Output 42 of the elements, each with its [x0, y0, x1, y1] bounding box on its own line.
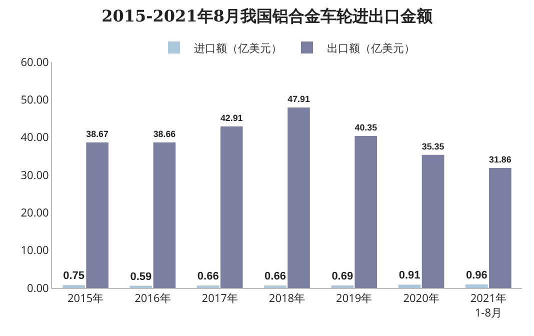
bar — [220, 126, 243, 288]
bar — [62, 285, 85, 288]
x-tick-label: 2015年 — [67, 291, 104, 306]
data-label: 0.69 — [332, 270, 354, 282]
data-label: 38.67 — [86, 128, 109, 139]
y-tick-label: 40.00 — [20, 130, 49, 146]
data-label: 0.66 — [197, 270, 219, 283]
y-tick-label: 10.00 — [20, 243, 49, 258]
data-label: 0.91 — [398, 270, 420, 282]
bar — [153, 142, 176, 288]
legend-label: 出口额（亿美元） — [327, 40, 415, 56]
y-tick-label: 60.00 — [20, 54, 49, 70]
data-label: 31.86 — [489, 154, 512, 165]
data-label: 0.59 — [130, 270, 152, 283]
bar — [489, 168, 512, 288]
bar — [398, 284, 421, 288]
data-label: 42.91 — [220, 112, 243, 123]
chart-title: 2015-2021年8月我国铝合金车轮进出口金额 — [102, 6, 434, 26]
x-tick-label: 2020年 — [403, 291, 440, 306]
bar — [331, 285, 354, 288]
x-tick-label: 2016年 — [134, 291, 171, 306]
x-tick-label: 2017年 — [202, 291, 238, 306]
x-tick-label: 2021年 1-8月 — [470, 291, 507, 320]
data-label: 0.96 — [466, 269, 488, 282]
data-label: 40.35 — [354, 122, 378, 133]
x-tick-label: 2019年 — [336, 291, 372, 306]
bar — [86, 142, 108, 288]
y-tick-label: 30.00 — [20, 168, 49, 183]
y-tick-label: 0.00 — [27, 280, 49, 296]
bar — [288, 108, 310, 288]
data-label: 0.75 — [63, 270, 85, 282]
legend-label: 进口额（亿美元） — [194, 40, 282, 56]
y-tick-label: 50.00 — [20, 92, 49, 108]
x-tick-label: 2018年 — [268, 291, 306, 306]
data-label: 0.66 — [264, 270, 286, 283]
data-label: 38.66 — [153, 128, 176, 139]
bar — [466, 284, 488, 288]
data-label: 47.91 — [288, 94, 310, 104]
y-tick-label: 20.00 — [20, 206, 49, 221]
bar — [354, 136, 378, 288]
data-label: 35.35 — [422, 141, 444, 152]
bar — [422, 154, 444, 288]
